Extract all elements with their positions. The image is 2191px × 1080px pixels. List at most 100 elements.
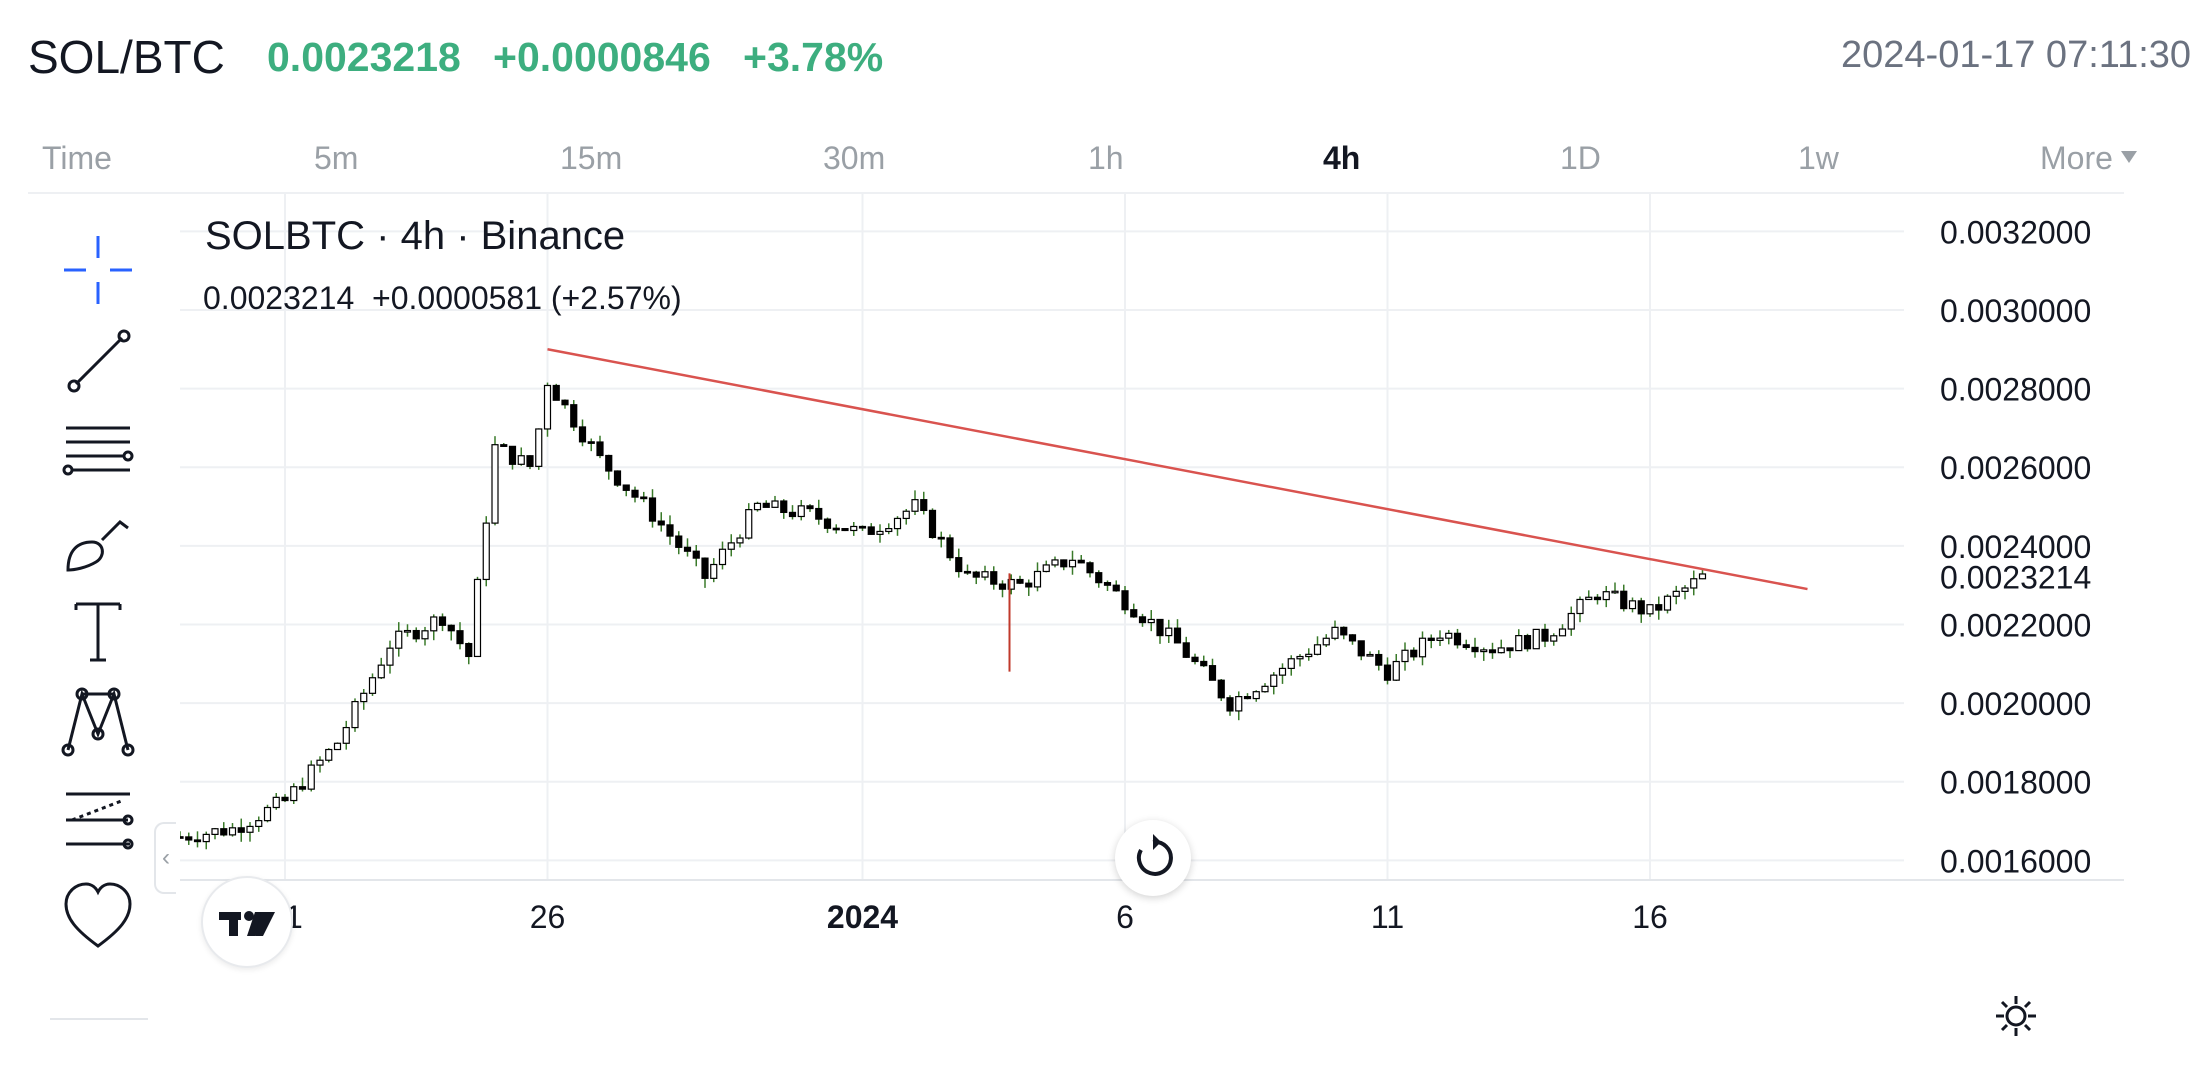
measure-icon[interactable] bbox=[58, 780, 138, 860]
candle-body bbox=[1007, 578, 1015, 590]
candle-body bbox=[963, 570, 972, 574]
candle-body bbox=[500, 444, 508, 447]
y-axis-tick-label: 0.0032000 bbox=[1940, 214, 2091, 250]
candle-body bbox=[885, 528, 893, 533]
candle-body bbox=[421, 630, 429, 640]
candle-body bbox=[1086, 562, 1094, 574]
y-axis-tick-label: 0.0030000 bbox=[1940, 293, 2091, 329]
candle-body bbox=[1095, 572, 1103, 584]
tab-time[interactable]: Time bbox=[42, 140, 112, 176]
candle-body bbox=[386, 647, 394, 666]
candle-body bbox=[902, 510, 910, 520]
candle-body bbox=[508, 445, 517, 465]
candle-body bbox=[1445, 632, 1453, 639]
candle-body bbox=[1655, 604, 1663, 611]
candle-body bbox=[1173, 627, 1182, 644]
reset-chart-button[interactable] bbox=[1115, 820, 1191, 896]
candle-body bbox=[832, 527, 840, 531]
candle-body bbox=[1480, 649, 1488, 653]
candle-body bbox=[1121, 590, 1129, 611]
candle-body bbox=[1313, 644, 1322, 655]
tab-15m[interactable]: 15m bbox=[560, 140, 623, 176]
candle-body bbox=[1016, 578, 1024, 584]
candle-body bbox=[727, 542, 735, 550]
candle-body bbox=[815, 507, 823, 520]
candle-body bbox=[193, 839, 202, 843]
candle-body bbox=[1077, 559, 1085, 564]
y-axis-tick-label: 0.0018000 bbox=[1940, 765, 2091, 801]
candle-body bbox=[255, 820, 263, 828]
candle-body bbox=[753, 502, 762, 511]
tab-5m[interactable]: 5m bbox=[314, 140, 359, 176]
pair-symbol[interactable]: SOL/BTC bbox=[28, 31, 225, 83]
candle-body bbox=[1401, 649, 1409, 663]
candle-body bbox=[1270, 674, 1278, 687]
candle-body bbox=[1593, 596, 1602, 601]
x-axis-tick-label: 11 bbox=[1371, 899, 1404, 935]
candle-body bbox=[648, 497, 657, 522]
y-axis-tick-label: 0.0016000 bbox=[1940, 843, 2091, 879]
y-axis-tick-label: 0.0020000 bbox=[1940, 686, 2091, 722]
fib-retracement-icon[interactable] bbox=[58, 410, 138, 490]
candle-body bbox=[1506, 647, 1514, 652]
tab-1d[interactable]: 1D bbox=[1560, 140, 1601, 176]
candle-body bbox=[1690, 578, 1698, 589]
toolbar-collapse-handle[interactable]: ‹ bbox=[154, 822, 176, 894]
candle-body bbox=[972, 571, 980, 578]
candle-body bbox=[570, 404, 578, 428]
tab-more[interactable]: More bbox=[2040, 140, 2137, 177]
candle-body bbox=[430, 616, 438, 632]
candle-body bbox=[465, 642, 473, 658]
brush-icon[interactable] bbox=[58, 500, 138, 580]
crosshair-icon[interactable] bbox=[58, 230, 138, 310]
candle-body bbox=[605, 454, 613, 472]
candle-body bbox=[990, 571, 998, 585]
tab-30m[interactable]: 30m bbox=[823, 140, 886, 176]
candle-body bbox=[683, 546, 692, 552]
tab-1h[interactable]: 1h bbox=[1088, 140, 1124, 176]
candle-body bbox=[1033, 570, 1042, 588]
candle-body bbox=[657, 520, 665, 526]
candle-body bbox=[1497, 647, 1505, 654]
candle-body bbox=[1138, 616, 1147, 624]
trend-line-icon[interactable] bbox=[58, 320, 138, 400]
candle-body bbox=[981, 571, 989, 578]
candle-body bbox=[745, 509, 753, 539]
tradingview-logo[interactable] bbox=[201, 876, 293, 968]
candle-body bbox=[1366, 653, 1374, 657]
candle-body bbox=[1147, 618, 1155, 624]
candle-body bbox=[412, 629, 420, 640]
candle-body bbox=[1243, 696, 1252, 700]
candle-body bbox=[1130, 609, 1138, 618]
settings-gear-icon[interactable] bbox=[1994, 994, 2038, 1038]
candle-body bbox=[1217, 679, 1225, 699]
candle-body bbox=[675, 535, 683, 548]
candle-body bbox=[1646, 604, 1654, 615]
candle-body bbox=[1357, 640, 1365, 657]
candle-body bbox=[491, 444, 499, 524]
chart-legend-values: 0.0023214 +0.0000581 (+2.57%) bbox=[203, 280, 682, 316]
candle-body bbox=[1471, 646, 1479, 653]
candle-body bbox=[666, 524, 674, 537]
x-axis-tick-label: 26 bbox=[530, 899, 566, 935]
candle-body bbox=[1208, 665, 1217, 681]
tab-1w[interactable]: 1w bbox=[1798, 140, 1839, 176]
candle-body bbox=[920, 499, 928, 512]
candle-body bbox=[1226, 697, 1234, 712]
candle-body bbox=[272, 796, 280, 809]
candle-body bbox=[290, 786, 298, 802]
candle-body bbox=[1488, 649, 1497, 654]
candle-body bbox=[1620, 590, 1628, 610]
favorite-heart-icon[interactable] bbox=[58, 876, 138, 956]
pattern-icon[interactable] bbox=[58, 680, 138, 760]
candle-body bbox=[1060, 559, 1068, 568]
candle-body bbox=[946, 537, 954, 559]
candle-body bbox=[1663, 595, 1672, 611]
candle-body bbox=[1558, 628, 1567, 637]
tab-more-label: More bbox=[2040, 140, 2113, 176]
price-chart[interactable]: 0.0016000 0.0018000 0.0020000 0.0022000 0.00… bbox=[180, 192, 2124, 977]
x-axis-tick-label: 2024 bbox=[827, 899, 898, 935]
candle-body bbox=[876, 530, 884, 535]
tab-4h[interactable]: 4h bbox=[1323, 140, 1361, 176]
text-icon[interactable] bbox=[58, 590, 138, 670]
